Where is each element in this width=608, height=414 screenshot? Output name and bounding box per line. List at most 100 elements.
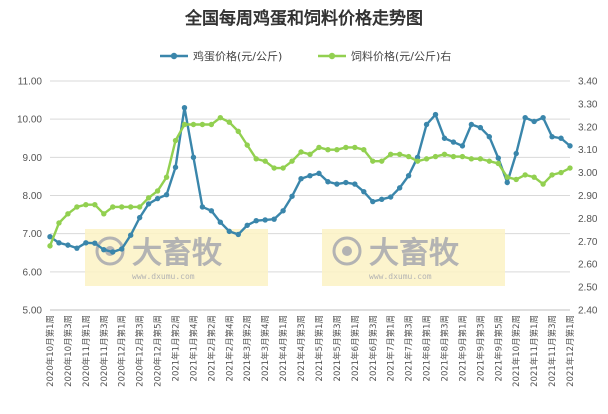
data-point-feed xyxy=(468,156,475,162)
data-point-egg xyxy=(280,208,286,214)
y-right-tick-label: 2.90 xyxy=(578,191,598,202)
data-point-egg xyxy=(154,195,161,202)
data-point-feed xyxy=(47,243,53,249)
data-point-feed xyxy=(441,151,448,157)
y-right-tick-label: 2.60 xyxy=(578,260,598,271)
data-point-egg xyxy=(119,246,125,252)
watermark-left: 大畜牧 www.dxumu.com xyxy=(85,229,268,286)
data-point-feed xyxy=(163,174,170,180)
x-tick-label: 2021年7月第3周 xyxy=(404,315,415,381)
x-tick-label: 2021年5月第3周 xyxy=(332,315,343,381)
data-point-feed xyxy=(307,151,313,157)
data-point-egg xyxy=(127,232,134,238)
data-point-egg xyxy=(379,196,385,203)
y-right-tick-label: 2.50 xyxy=(578,283,598,294)
data-point-egg xyxy=(441,135,448,141)
y-right-tick-label: 3.40 xyxy=(578,77,598,88)
y-right-tick-label: 2.40 xyxy=(578,306,598,317)
data-point-feed xyxy=(244,142,250,148)
data-point-feed xyxy=(145,195,152,201)
data-point-egg xyxy=(370,198,376,205)
data-point-feed xyxy=(316,144,322,151)
data-point-egg xyxy=(163,192,170,198)
data-point-feed xyxy=(513,176,519,183)
data-point-feed xyxy=(379,158,385,164)
data-point-feed xyxy=(432,153,439,160)
data-point-egg xyxy=(56,240,62,246)
data-point-egg xyxy=(450,139,457,145)
data-point-egg xyxy=(361,188,367,195)
y-left-tick-label: 11.00 xyxy=(18,77,43,88)
y-right-tick-label: 2.80 xyxy=(578,214,598,225)
y-left-tick-label: 9.00 xyxy=(23,153,43,164)
legend-label-egg: 鸡蛋价格(元/公斤) xyxy=(193,49,282,63)
data-point-egg xyxy=(83,240,89,246)
x-tick-label: 2020年10月第1周 xyxy=(45,315,56,387)
data-point-feed xyxy=(110,204,116,210)
legend-item-egg: 鸡蛋价格(元/公斤) xyxy=(160,49,282,63)
data-point-egg xyxy=(298,176,304,182)
data-point-egg xyxy=(262,217,268,223)
data-point-feed xyxy=(504,174,510,180)
legend-item-feed: 饲料价格(元/公斤)右 xyxy=(318,49,451,63)
data-point-egg xyxy=(74,245,80,251)
data-point-egg xyxy=(414,154,421,161)
data-point-feed xyxy=(495,160,501,167)
data-point-feed xyxy=(477,156,484,162)
data-point-feed xyxy=(154,188,161,194)
x-tick-label: 2021年8月第3周 xyxy=(439,315,450,381)
data-point-feed xyxy=(298,149,304,155)
data-point-feed xyxy=(262,158,268,164)
y-right-tick-label: 2.70 xyxy=(578,237,598,248)
x-tick-label: 2021年8月第1周 xyxy=(422,315,433,381)
y-left-tick-label: 8.00 xyxy=(23,191,43,202)
data-point-feed xyxy=(396,151,403,157)
data-point-feed xyxy=(486,158,493,164)
data-point-egg xyxy=(92,240,98,246)
data-point-feed xyxy=(74,204,80,210)
y-right-tick-label: 3.30 xyxy=(578,99,598,110)
watermark-logo-dot-icon xyxy=(342,246,352,256)
data-point-feed xyxy=(423,156,430,162)
data-point-feed xyxy=(522,172,528,178)
legend: 鸡蛋价格(元/公斤) 饲料价格(元/公斤)右 xyxy=(160,49,451,63)
data-point-feed xyxy=(226,119,233,125)
data-point-feed xyxy=(65,211,71,217)
data-point-egg xyxy=(271,216,277,222)
x-tick-label: 2021年1月第2周 xyxy=(171,315,182,381)
data-point-egg xyxy=(459,143,466,149)
watermark-site: www.dxumu.com xyxy=(132,272,195,281)
data-point-egg xyxy=(244,222,250,228)
data-point-egg xyxy=(307,172,313,179)
legend-marker-feed xyxy=(328,52,336,60)
chart-title: 全国每周鸡蛋和饲料价格走势图 xyxy=(184,8,423,29)
watermark-site: www.dxumu.com xyxy=(369,272,432,281)
data-point-egg xyxy=(65,242,71,248)
x-tick-label: 2020年11月第3周 xyxy=(99,315,110,387)
data-point-feed xyxy=(280,165,286,171)
x-tick-label: 2020年12月第3周 xyxy=(135,315,146,387)
data-point-feed xyxy=(387,151,394,157)
data-point-feed xyxy=(549,172,555,178)
y-left-tick-label: 7.00 xyxy=(23,229,43,240)
data-point-feed xyxy=(531,174,537,180)
x-tick-label: 2021年3月第4周 xyxy=(260,315,271,381)
x-tick-label: 2020年10月第3周 xyxy=(63,315,74,387)
data-point-egg xyxy=(101,246,107,253)
data-point-egg xyxy=(432,111,439,118)
data-point-egg xyxy=(423,121,430,128)
data-point-feed xyxy=(540,181,546,187)
y-left-tick-label: 5.00 xyxy=(23,306,43,317)
x-tick-label: 2021年6月第1周 xyxy=(350,315,361,381)
watermark-brand: 大畜牧 xyxy=(369,236,460,271)
data-point-feed xyxy=(101,211,107,217)
x-tick-label: 2021年11月第1周 xyxy=(529,315,540,387)
data-point-feed xyxy=(56,220,62,226)
data-point-egg xyxy=(208,208,215,214)
y-left-tick-label: 10.00 xyxy=(17,115,42,126)
x-tick-label: 2021年4月第3周 xyxy=(296,315,307,381)
x-tick-label: 2021年2月第4周 xyxy=(224,315,235,381)
data-point-egg xyxy=(477,124,484,131)
data-point-egg xyxy=(549,134,555,140)
data-point-feed xyxy=(558,169,564,176)
